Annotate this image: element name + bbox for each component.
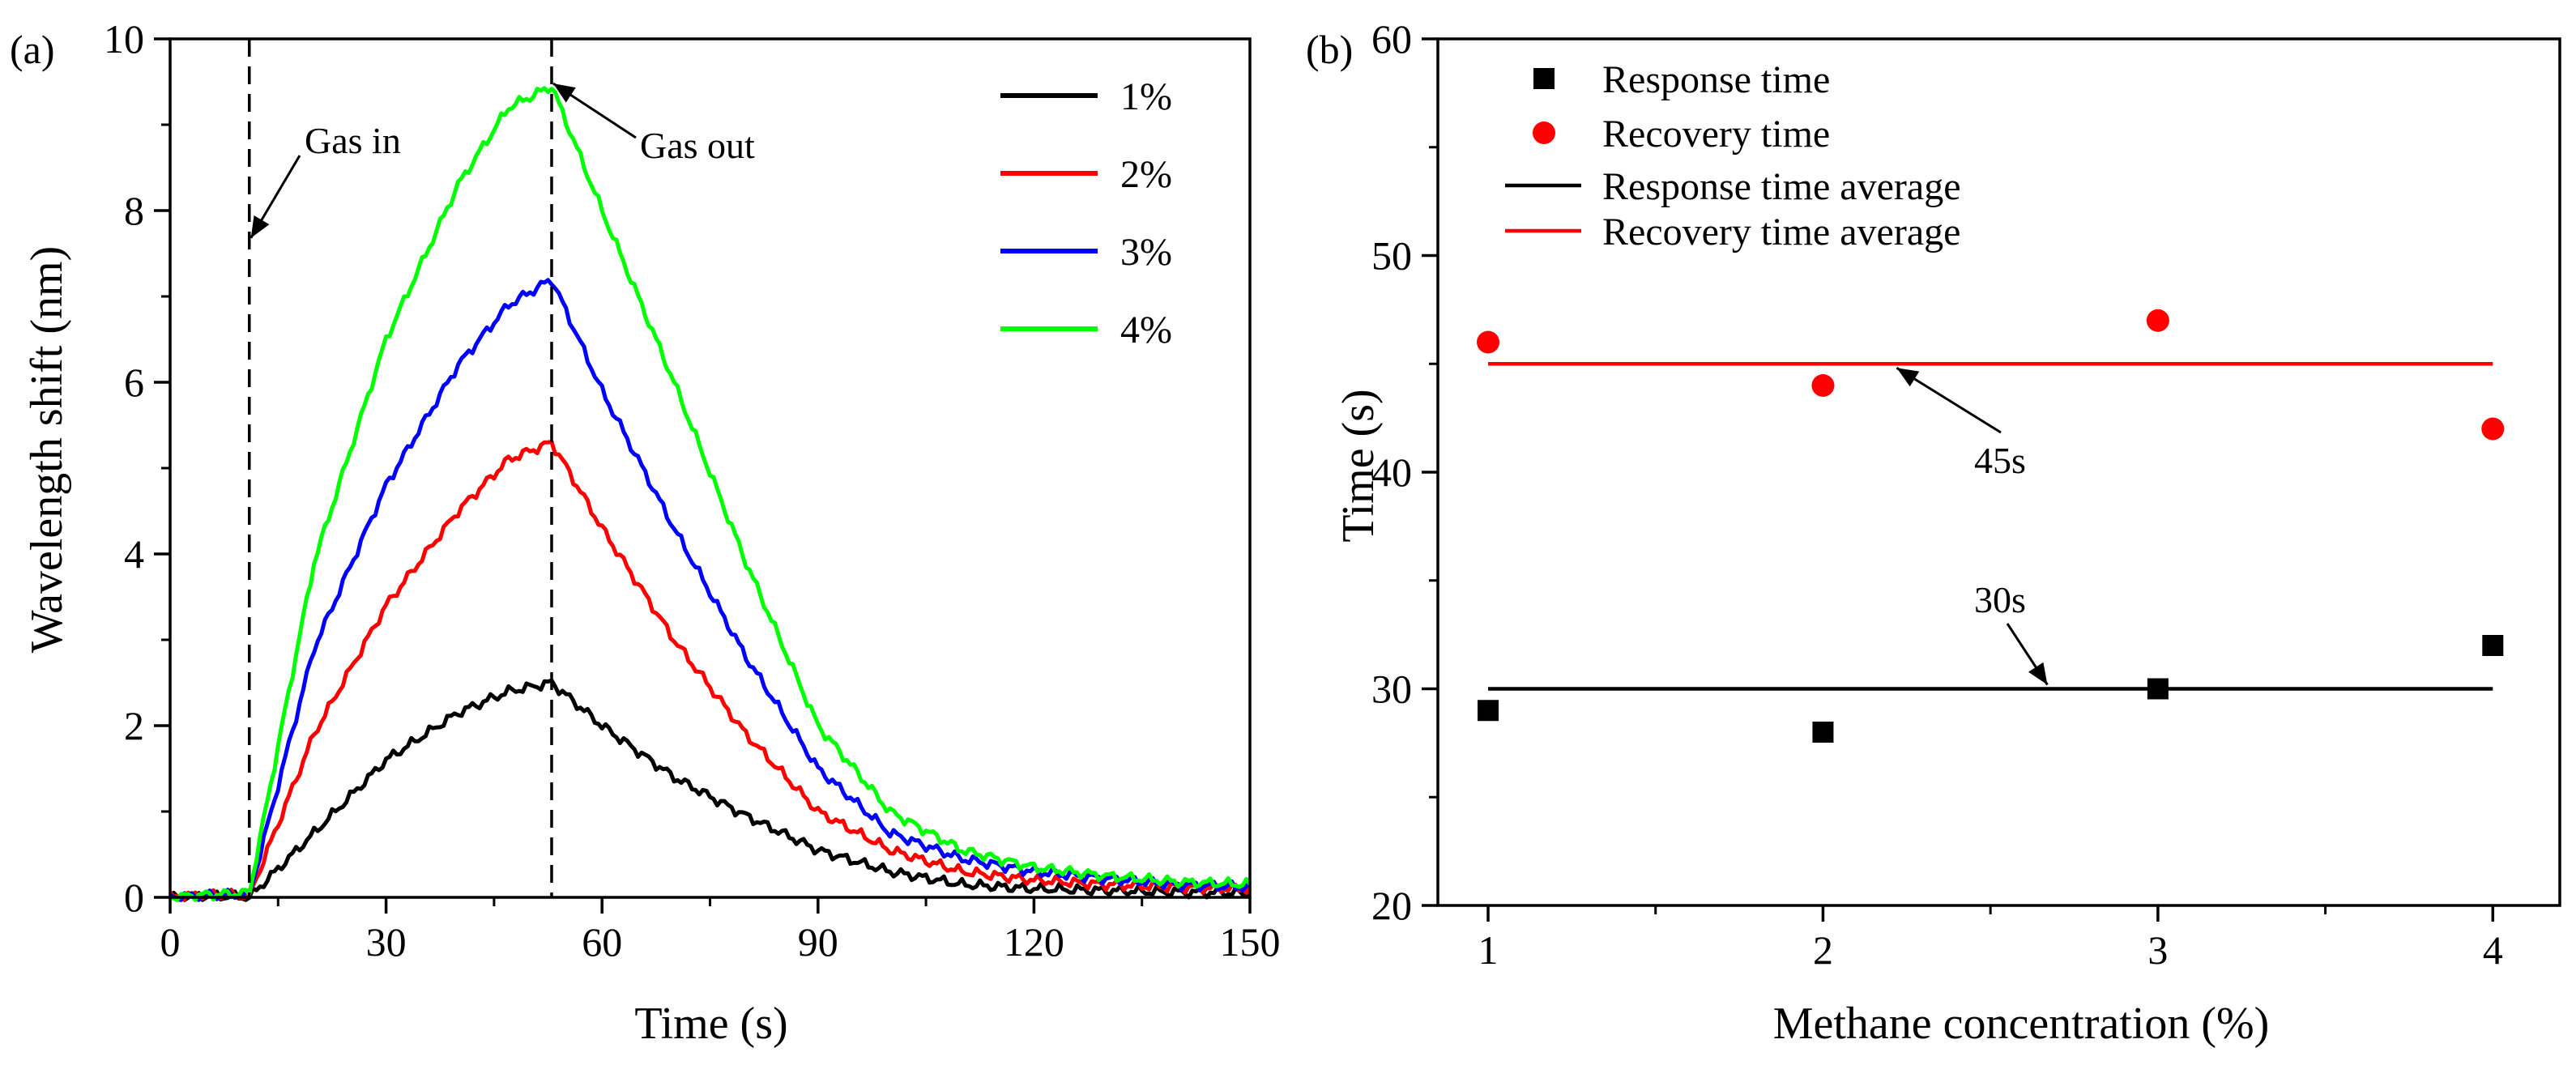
recovery-time-point (2146, 309, 2169, 332)
panel-b-label: (b) (1306, 27, 1353, 72)
x-tick-label: 120 (1004, 919, 1064, 965)
recovery-time-point (1811, 374, 1835, 397)
response-time-point (2482, 635, 2504, 656)
panel-b-annotations: 45s 30s (1896, 366, 2049, 686)
recovery-average-arrow-head (1896, 368, 1920, 387)
y-tick-label: 6 (124, 360, 144, 405)
panel-b-y-axis-title: Time (s) (1333, 389, 1384, 542)
x-tick-label: 30 (366, 919, 407, 965)
x-tick-label: 2 (1813, 927, 1833, 973)
panel-a-data-layer (168, 39, 1252, 902)
legend-swatch-response-time (1533, 68, 1555, 89)
gas-out-arrow-head (552, 83, 576, 103)
recovery-time-point (1477, 330, 1500, 354)
y-tick-label: 10 (104, 16, 144, 62)
panel-b-axes-layer: 1 2 3 4 20 30 40 50 60 (1371, 16, 2561, 973)
response-time-point (1812, 722, 1834, 743)
panel-a-axes-layer: 0 30 60 90 120 150 0 2 4 6 8 10 (104, 16, 1281, 965)
x-tick-label: 150 (1220, 919, 1281, 965)
legend-label-4: 4% (1120, 309, 1172, 351)
gas-in-arrow-head (250, 215, 270, 238)
y-tick-label: 20 (1371, 883, 1412, 928)
x-tick-label: 1 (1478, 927, 1499, 973)
legend-label-1: 1% (1120, 75, 1172, 118)
legend-label-response-time: Response time (1602, 58, 1830, 101)
x-tick-label: 60 (582, 919, 622, 965)
panel-a-y-axis-title: Wavelength shift (nm) (22, 246, 72, 653)
panel-b-x-axis-title: Methane concentration (%) (1773, 999, 2270, 1049)
x-tick-label: 3 (2147, 927, 2168, 973)
response-average-arrow-head (2028, 662, 2048, 685)
y-tick-label: 40 (1371, 449, 1412, 495)
recovery-average-label: 45s (1974, 440, 2026, 481)
y-tick-label: 4 (124, 531, 144, 577)
response-average-label: 30s (1974, 579, 2026, 620)
recovery-time-point (2481, 417, 2505, 441)
x-tick-label: 0 (160, 919, 181, 965)
y-tick-label: 30 (1371, 667, 1412, 712)
panel-b-data-layer (1477, 309, 2505, 743)
series-line-1 (168, 678, 1252, 902)
legend-label-3: 3% (1120, 231, 1172, 274)
x-tick-label: 4 (2483, 927, 2503, 973)
panel-a-annotations: Gas in Gas out (249, 82, 755, 239)
response-time-point (2147, 678, 2169, 700)
legend-label-response-average: Response time average (1602, 165, 1961, 208)
series-line-4 (169, 86, 1252, 902)
legend-label-2: 2% (1120, 153, 1172, 196)
y-tick-label: 2 (124, 703, 144, 748)
gas-in-annotation: Gas in (305, 120, 401, 161)
panel-b-time-chart: (b) 1 2 3 4 20 30 40 50 60 Methane concentration… (1306, 16, 2561, 1049)
y-tick-label: 8 (124, 188, 144, 233)
panel-b-legend: Response time Recovery time Response time … (1505, 58, 1961, 253)
y-tick-label: 50 (1371, 233, 1412, 279)
panel-a-x-axis-title: Time (s) (634, 999, 787, 1049)
panel-a-plot-frame (168, 37, 1252, 899)
y-tick-label: 60 (1371, 16, 1412, 62)
legend-label-recovery-average: Recovery time average (1602, 211, 1960, 253)
response-time-point (1478, 700, 1499, 722)
gas-out-annotation: Gas out (640, 125, 755, 166)
x-tick-label: 90 (798, 919, 838, 965)
panel-a-legend: 1% 2% 3% 4% (1000, 75, 1172, 351)
panel-a-label: (a) (10, 27, 55, 72)
legend-swatch-recovery-time (1533, 121, 1555, 144)
series-line-2 (168, 440, 1252, 902)
legend-label-recovery-time: Recovery time (1602, 113, 1830, 155)
panel-a-wavelength-shift-chart: (a) 0 30 60 90 120 150 0 2 4 6 8 10 Time (s) Wavele… (10, 16, 1281, 1049)
series-line-3 (169, 278, 1252, 902)
y-tick-label: 0 (124, 875, 144, 920)
